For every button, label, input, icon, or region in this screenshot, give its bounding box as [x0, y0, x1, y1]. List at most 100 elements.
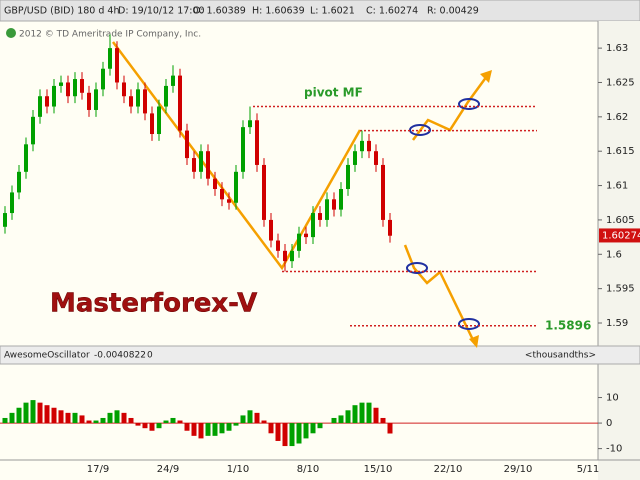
x-tick-label: 22/10 — [434, 464, 463, 475]
osc-unit: <thousandths> — [525, 351, 596, 361]
candle-body — [31, 116, 35, 145]
candle-body — [290, 250, 294, 262]
header-bar — [0, 0, 640, 22]
candle-body — [206, 151, 210, 179]
osc-bar — [51, 407, 57, 424]
candle-body — [101, 68, 105, 90]
candle-body — [367, 140, 371, 152]
osc-title: AwesomeOscillator — [4, 351, 90, 361]
osc-bar — [79, 415, 85, 424]
candle-body — [45, 96, 49, 107]
osc-bar — [345, 410, 351, 424]
osc-bar — [282, 423, 288, 447]
y-tick-label: 1.59 — [606, 318, 628, 329]
candle-body — [339, 188, 343, 210]
osc-bar — [247, 410, 253, 424]
candle-body — [248, 120, 252, 128]
trend-line — [111, 41, 362, 271]
candle-body — [59, 82, 63, 86]
x-tick-label: 24/9 — [157, 464, 179, 475]
osc-header — [0, 345, 640, 365]
candle-body — [388, 219, 392, 236]
candle-body — [73, 79, 77, 97]
candle-body — [24, 144, 28, 172]
osc-bar — [254, 412, 260, 424]
candle-body — [80, 79, 84, 93]
osc-bar — [380, 417, 386, 424]
candle-body — [332, 199, 336, 210]
osc-bar — [30, 400, 36, 424]
candle-body — [353, 151, 357, 165]
low: L: 1.6021 — [310, 6, 355, 17]
osc-bar — [317, 423, 323, 429]
osc-bar — [212, 423, 218, 436]
osc-bar — [261, 420, 267, 424]
pivot-label: pivot MF — [304, 86, 363, 100]
x-tick-label: 8/10 — [297, 464, 319, 475]
osc-extra: 0 — [147, 351, 153, 361]
candle-body — [143, 89, 147, 114]
arrowhead — [480, 70, 492, 83]
candle-body — [171, 75, 175, 86]
y-tick-label: -10 — [606, 444, 622, 455]
osc-bar — [121, 412, 127, 424]
osc-bar — [86, 420, 92, 424]
candle-body — [115, 48, 119, 83]
candle-body — [38, 96, 42, 117]
candle-body — [157, 106, 161, 135]
x-tick-label: 29/10 — [504, 464, 533, 475]
candle-body — [164, 85, 168, 107]
date: D: 19/10/12 17:00 — [118, 6, 205, 17]
marker — [458, 318, 480, 330]
close: C: 1.60274 — [366, 6, 418, 17]
osc-bar — [44, 405, 50, 424]
osc-bar — [16, 407, 22, 424]
candle-body — [94, 89, 98, 110]
osc-bar — [100, 417, 106, 424]
osc-bar — [240, 415, 246, 424]
candle-body — [87, 92, 91, 110]
osc-bar — [226, 423, 232, 431]
candle-body — [304, 233, 308, 238]
candle-body — [185, 130, 189, 159]
projection-down — [403, 244, 476, 343]
logo — [6, 28, 16, 38]
osc-bar — [2, 417, 8, 424]
osc-bar — [107, 412, 113, 424]
candle-body — [10, 192, 14, 214]
osc-bar — [114, 410, 120, 424]
candle-body — [213, 178, 217, 189]
osc-bar — [219, 423, 225, 434]
level-label: 1.5896 — [545, 318, 591, 332]
high: H: 1.60639 — [252, 6, 305, 17]
candle-body — [269, 219, 273, 241]
marker — [458, 98, 480, 110]
osc-bar — [93, 420, 99, 424]
price-axis-bg — [598, 21, 640, 480]
candle-body — [297, 233, 301, 251]
osc-bar — [268, 423, 274, 434]
osc-bar — [72, 412, 78, 424]
osc-bar — [149, 423, 155, 431]
y-tick-label: 1.63 — [606, 43, 628, 54]
osc-bar — [37, 402, 43, 424]
arrowheads — [469, 70, 492, 348]
last-price-box — [599, 228, 640, 243]
candle-body — [255, 120, 259, 165]
candle-body — [136, 89, 140, 107]
candle-body — [150, 113, 154, 135]
osc-bar — [65, 412, 71, 424]
candle-body — [227, 199, 231, 203]
candle-body — [178, 75, 182, 131]
y-tick-label: 1.6 — [606, 249, 622, 260]
osc-bar — [310, 423, 316, 434]
osc-bar — [58, 410, 64, 424]
osc-bar — [275, 423, 281, 441]
candle-body — [220, 188, 224, 200]
candle-body — [318, 213, 322, 220]
watermark: Masterforex-V — [50, 289, 257, 319]
candle-body — [360, 140, 364, 152]
candle-body — [17, 171, 21, 193]
